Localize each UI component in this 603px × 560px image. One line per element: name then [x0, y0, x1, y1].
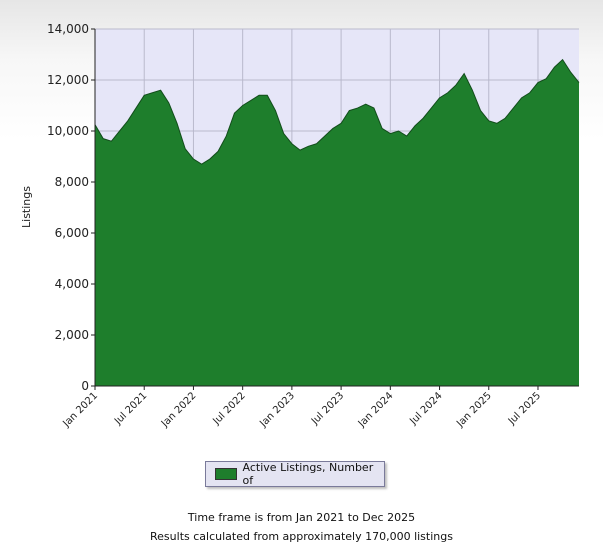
y-axis-title: Listings	[20, 186, 33, 228]
x-tick-label: Jul 2024	[407, 390, 444, 427]
series-area	[95, 59, 579, 386]
series-line	[94, 58, 580, 165]
y-tick-label: 6,000	[55, 226, 89, 240]
y-tick-label: 8,000	[55, 175, 89, 189]
legend: Active Listings, Number of	[205, 461, 385, 487]
x-tick-label: Jan 2022	[159, 390, 199, 430]
legend-swatch	[215, 468, 237, 480]
x-tick-label: Jan 2024	[356, 390, 396, 430]
timeframe-text: Time frame is from Jan 2021 to Dec 2025	[187, 511, 416, 524]
y-tick-label: 0	[81, 379, 89, 393]
legend-label: Active Listings, Number of	[242, 461, 374, 487]
x-tick-label: Jan 2023	[257, 390, 297, 430]
x-tick-label: Jul 2021	[112, 390, 149, 427]
x-tick-label: Jan 2025	[454, 390, 494, 430]
results-text: Results calculated from approximately 17…	[150, 530, 453, 543]
y-tick-label: 14,000	[47, 22, 89, 36]
y-tick-label: 12,000	[47, 73, 89, 87]
y-tick-label: 4,000	[55, 277, 89, 291]
x-axis-ticks: Jan 2021 Jul 2021 Jan 2022 Jul 2022 Jan 2023…	[60, 386, 543, 430]
x-tick-label: Jan 2021	[60, 390, 100, 430]
y-tick-label: 2,000	[55, 328, 89, 342]
x-tick-label: Jul 2022	[211, 390, 248, 427]
y-axis-ticks: 0 2,000 4,000 6,000 8,000 10,000 12,000 14,000	[47, 22, 95, 393]
x-tick-label: Jul 2023	[309, 390, 346, 427]
x-tick-label: Jul 2025	[506, 390, 543, 427]
y-tick-label: 10,000	[47, 124, 89, 138]
